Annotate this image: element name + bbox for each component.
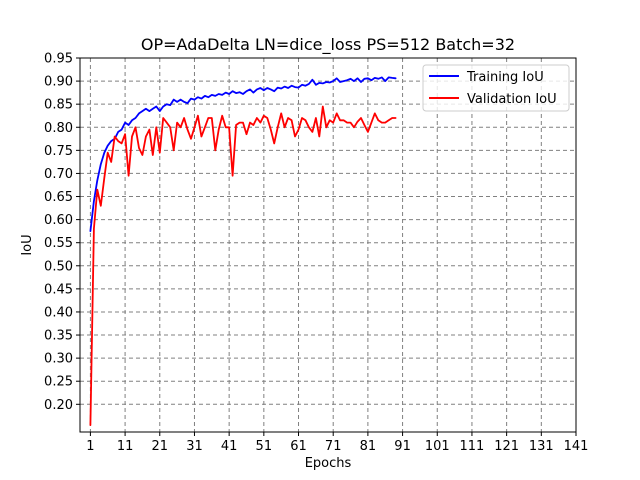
x-tick-label: 71: [325, 439, 342, 454]
x-tick-label: 31: [186, 439, 203, 454]
x-axis-label: Epochs: [305, 456, 352, 471]
x-tick-label: 61: [290, 439, 307, 454]
validation-iou-line: [89, 105, 397, 427]
x-tick-label: 51: [256, 439, 273, 454]
legend-box: [422, 64, 570, 112]
y-tick-label: 0.65: [44, 190, 73, 205]
y-tick-label: 0.20: [44, 398, 73, 413]
y-tick-label: 0.75: [44, 144, 73, 159]
plot-frame: [79, 57, 577, 433]
x-tick-label: 41: [221, 439, 238, 454]
y-tick-label: 0.80: [44, 121, 73, 136]
x-tick-label: 81: [360, 439, 377, 454]
y-tick-label: 0.90: [44, 75, 73, 90]
chart-title: OP=AdaDelta LN=dice_loss PS=512 Batch=32: [141, 35, 515, 55]
axis-ticks: 1 11 21 31 41 51 61 71 81 91 101 111 121 131 1410.200.…: [44, 52, 588, 455]
x-tick-label: 11: [117, 439, 134, 454]
y-tick-label: 0.85: [44, 98, 73, 113]
y-tick-label: 0.45: [44, 282, 73, 297]
legend: Training IoU Validation IoU: [422, 64, 570, 112]
y-tick-label: 0.25: [44, 375, 73, 390]
x-tick-label: 1: [86, 439, 94, 454]
y-tick-label: 0.70: [44, 167, 73, 182]
y-tick-label: 0.40: [44, 305, 73, 320]
y-tick-label: 0.50: [44, 259, 73, 274]
y-tick-label: 0.95: [44, 52, 73, 67]
x-tick-label: 101: [425, 439, 450, 454]
y-axis-label: IoU: [20, 234, 35, 255]
x-tick-label: 131: [529, 439, 554, 454]
y-tick-label: 0.60: [44, 213, 73, 228]
x-tick-label: 21: [152, 439, 169, 454]
legend-label-training: Training IoU: [466, 70, 544, 85]
training-iou-line: [89, 76, 397, 233]
y-tick-label: 0.35: [44, 329, 73, 344]
x-tick-label: 141: [564, 439, 589, 454]
grid: [80, 57, 577, 432]
y-tick-label: 0.30: [44, 352, 73, 367]
series-lines: [89, 76, 397, 427]
legend-label-validation: Validation IoU: [467, 92, 557, 107]
x-tick-label: 121: [494, 439, 519, 454]
y-tick-label: 0.55: [44, 236, 73, 251]
x-tick-label: 111: [460, 439, 485, 454]
x-tick-label: 91: [394, 439, 411, 454]
